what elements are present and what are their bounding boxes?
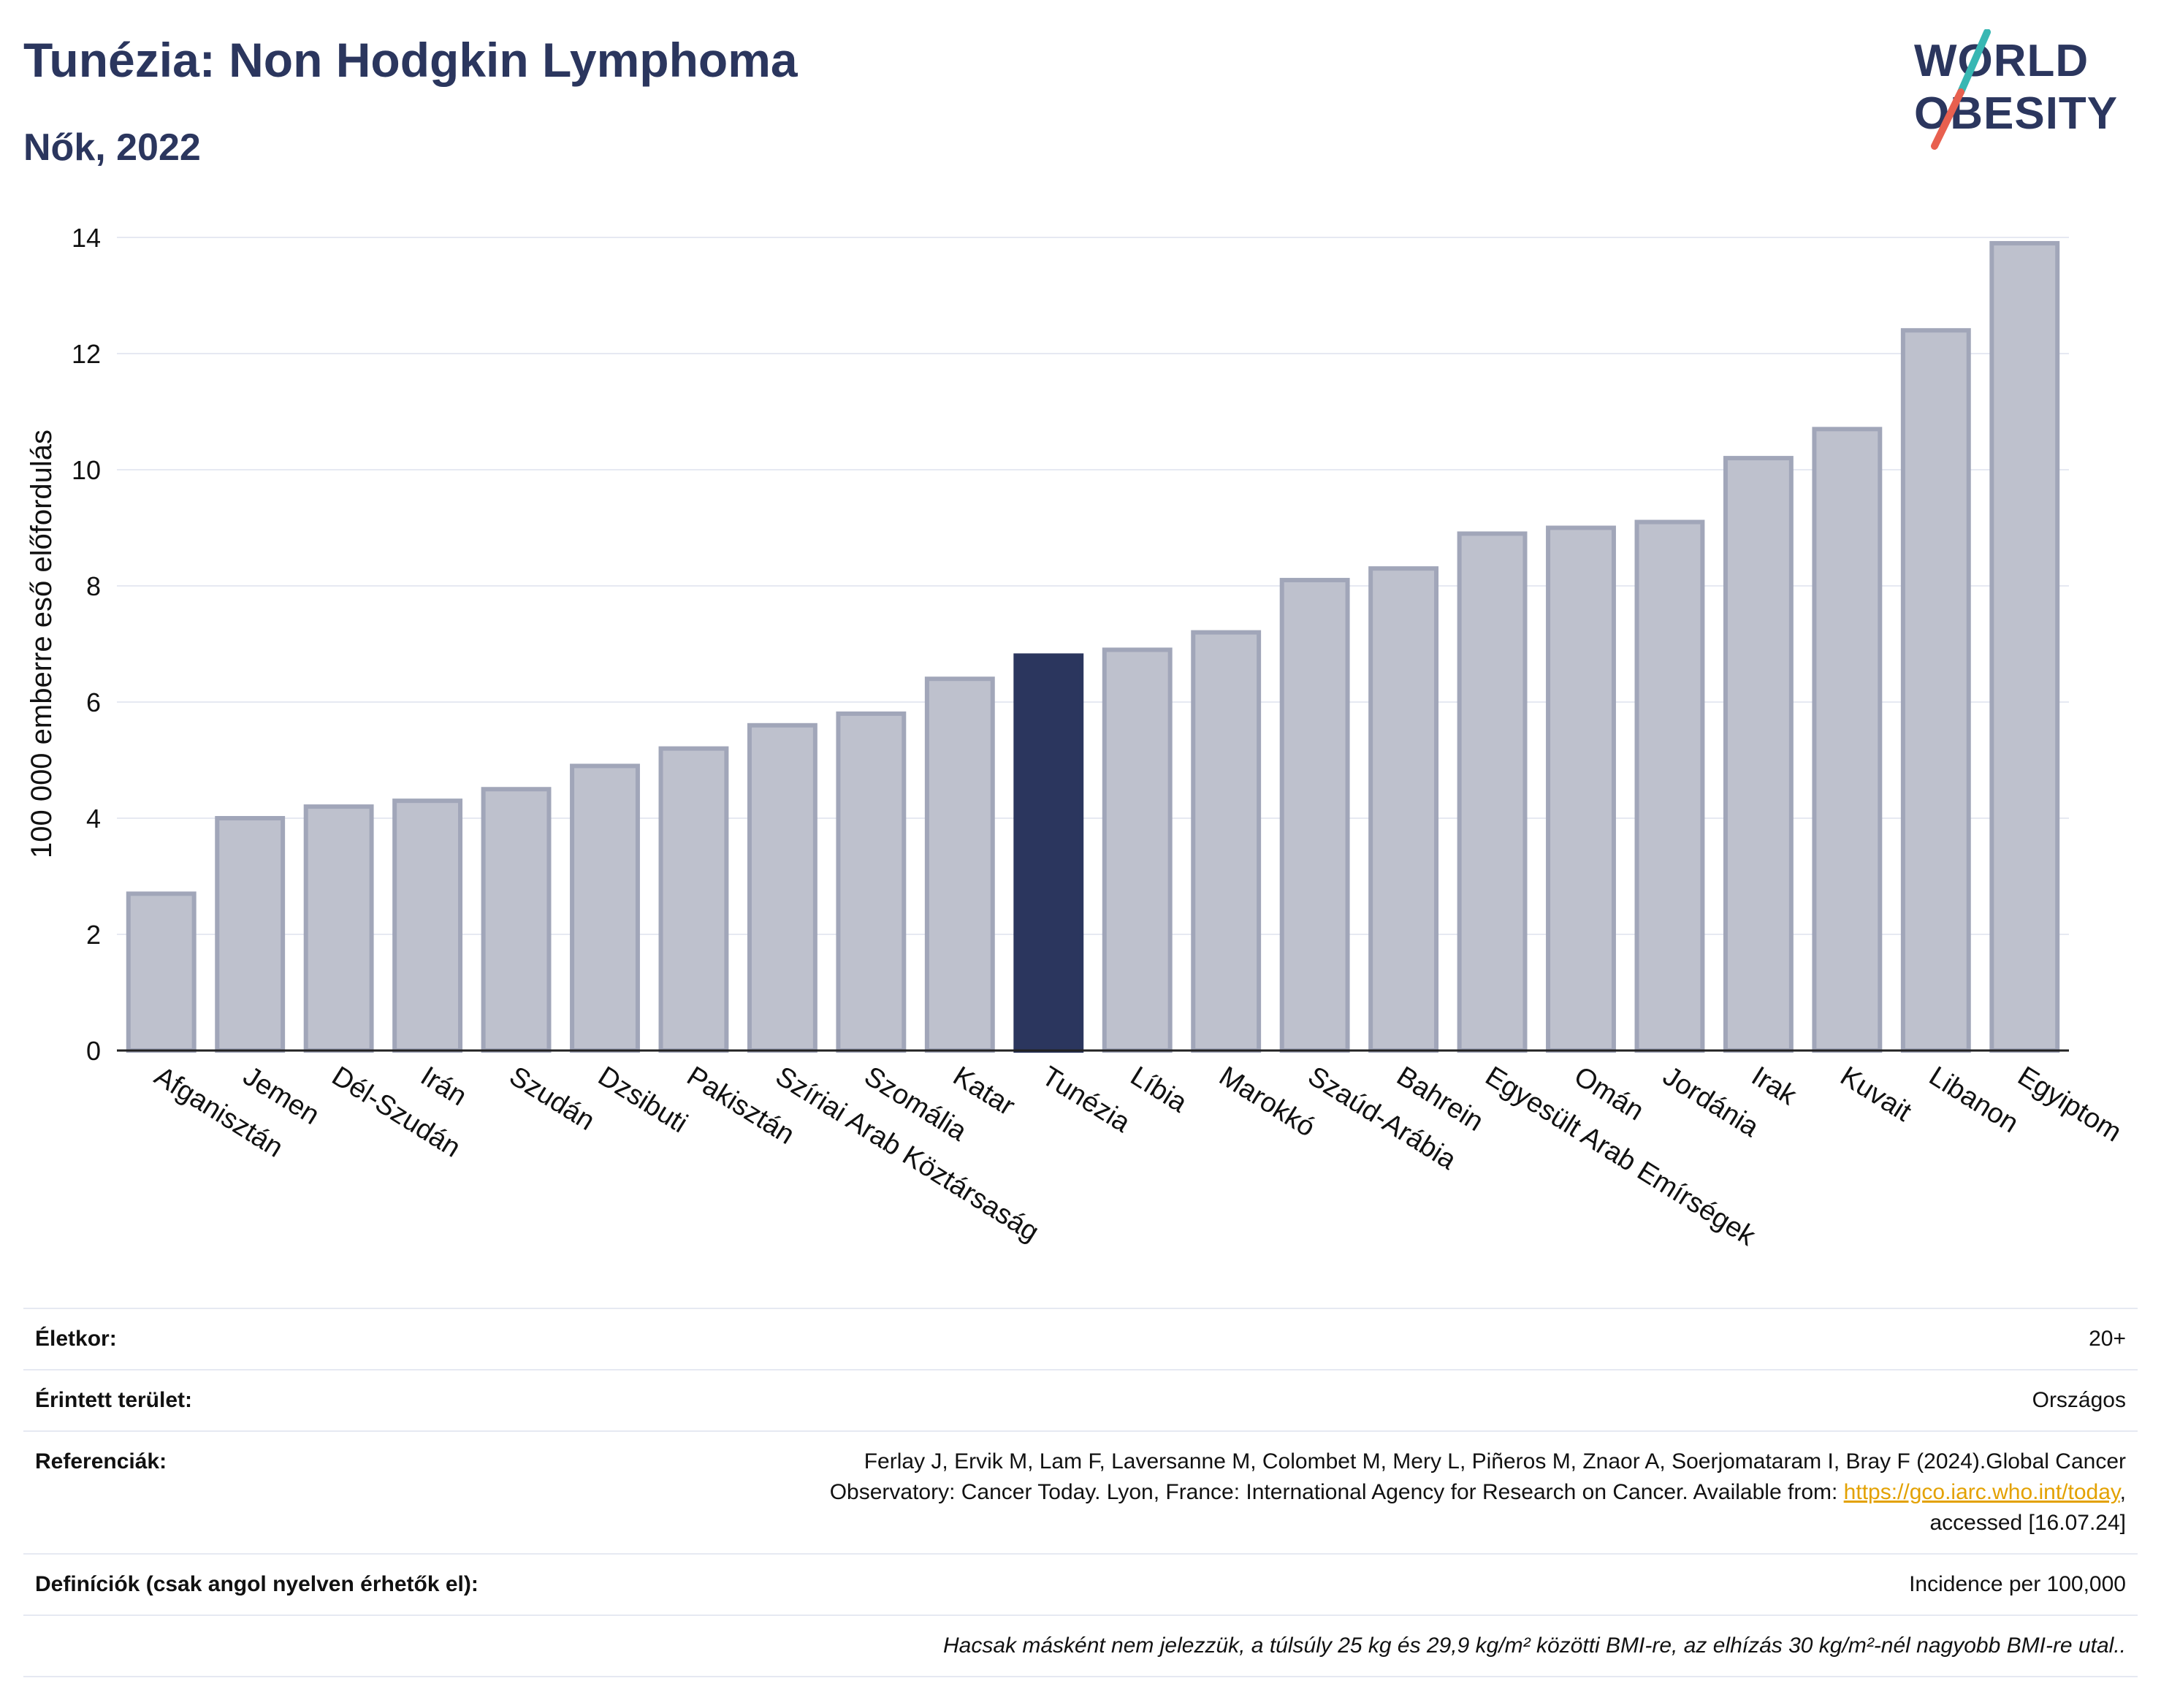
- x-tick-label: Egyiptom: [2013, 1061, 2127, 1148]
- definitions-label: Definíciók (csak angol nyelven érhetők e…: [35, 1572, 479, 1596]
- bar: [126, 891, 197, 1053]
- bar: [1457, 531, 1528, 1053]
- x-tick-label: Tunézia: [1037, 1061, 1136, 1139]
- area-value: Országos: [2032, 1388, 2126, 1412]
- bar: [392, 798, 463, 1053]
- bar: [1191, 630, 1262, 1053]
- bar: [1279, 578, 1350, 1053]
- reference-line-1: Ferlay J, Ervik M, Lam F, Laversanne M, …: [864, 1449, 2126, 1473]
- reference-link[interactable]: https://gco.iarc.who.int/today: [1843, 1480, 2120, 1504]
- bar: [1900, 328, 1971, 1053]
- x-tick-label: Jordánia: [1658, 1061, 1765, 1143]
- footer-row-note: Hacsak másként nem jelezzük, a túlsúly 2…: [23, 1614, 2138, 1677]
- bar: [747, 723, 817, 1053]
- x-tick-label: Irán: [415, 1061, 472, 1112]
- age-value: 20+: [2089, 1327, 2126, 1351]
- y-tick-label: 2: [86, 920, 101, 950]
- bar: [1812, 427, 1883, 1053]
- bar: [836, 711, 907, 1053]
- y-tick-label: 10: [72, 455, 101, 485]
- bar: [1989, 240, 2060, 1053]
- bar: [570, 763, 640, 1053]
- bar: [303, 804, 374, 1053]
- bar: [1546, 525, 1616, 1053]
- x-tick-label: Libanon: [1924, 1061, 2024, 1139]
- x-tick-label: Szaúd-Arábia: [1303, 1061, 1462, 1176]
- x-tick-label: Líbia: [1125, 1061, 1193, 1119]
- world-obesity-logo: WORLD OBESITY: [1899, 29, 2141, 157]
- footer-row-age: Életkor: 20+: [23, 1308, 2138, 1369]
- area-label: Érintett terület:: [35, 1388, 193, 1412]
- y-tick-label: 14: [72, 223, 101, 253]
- x-tick-label: Kuvait: [1835, 1061, 1917, 1128]
- age-label: Életkor:: [35, 1327, 117, 1351]
- bar: [924, 676, 995, 1053]
- x-tick-label: Irak: [1746, 1061, 1802, 1112]
- y-axis-title: 100 000 emberre eső előfordulás: [26, 430, 58, 858]
- reference-line-2-text: Observatory: Cancer Today. Lyon, France:…: [829, 1480, 1838, 1504]
- logo-slash-icon: [1931, 29, 1991, 150]
- y-tick-label: 12: [72, 339, 101, 369]
- reference-line-2: Observatory: Cancer Today. Lyon, France:…: [35, 1477, 2126, 1508]
- logo-line-1: WORLD: [1914, 36, 2089, 86]
- x-tick-label: Szudán: [504, 1061, 601, 1137]
- bar: [481, 787, 552, 1053]
- y-tick-label: 8: [86, 571, 101, 601]
- bar: [1102, 647, 1173, 1053]
- footer-row-area: Érintett terület: Országos: [23, 1369, 2138, 1430]
- definitions-value: Incidence per 100,000: [1909, 1572, 2126, 1596]
- bar-chart: 0 2 4 6 8 10 12 14 100 000 emberre eső előfordul…: [26, 223, 2127, 1252]
- y-tick-label: 0: [86, 1036, 101, 1066]
- page-subtitle: Nők, 2022: [23, 126, 201, 169]
- x-tick-label: Marokkó: [1213, 1061, 1320, 1143]
- bar: [215, 816, 286, 1053]
- footer-row-references: Referenciák: Ferlay J, Ervik M, Lam F, L…: [23, 1430, 2138, 1553]
- footer-row-definitions: Definíciók (csak angol nyelven érhetők e…: [23, 1553, 2138, 1614]
- references-value: Ferlay J, Ervik M, Lam F, Laversanne M, …: [35, 1446, 2126, 1539]
- bmi-note: Hacsak másként nem jelezzük, a túlsúly 2…: [942, 1633, 2126, 1658]
- reference-comma: ,: [2119, 1480, 2126, 1504]
- bar-highlighted: [1013, 653, 1084, 1053]
- y-tick-label: 4: [86, 804, 101, 834]
- x-tick-label: Dzsibuti: [592, 1061, 693, 1139]
- info-table: Életkor: 20+ Érintett terület: Országos …: [23, 1308, 2138, 1677]
- bar: [1723, 456, 1794, 1053]
- y-tick-label: 6: [86, 687, 101, 717]
- bar: [658, 746, 729, 1053]
- bar: [1634, 519, 1705, 1053]
- references-label: Referenciák:: [35, 1449, 167, 1473]
- reference-line-3: accessed [16.07.24]: [1929, 1511, 2126, 1535]
- bar: [1368, 566, 1439, 1053]
- page-title: Tunézia: Non Hodgkin Lymphoma: [23, 33, 798, 87]
